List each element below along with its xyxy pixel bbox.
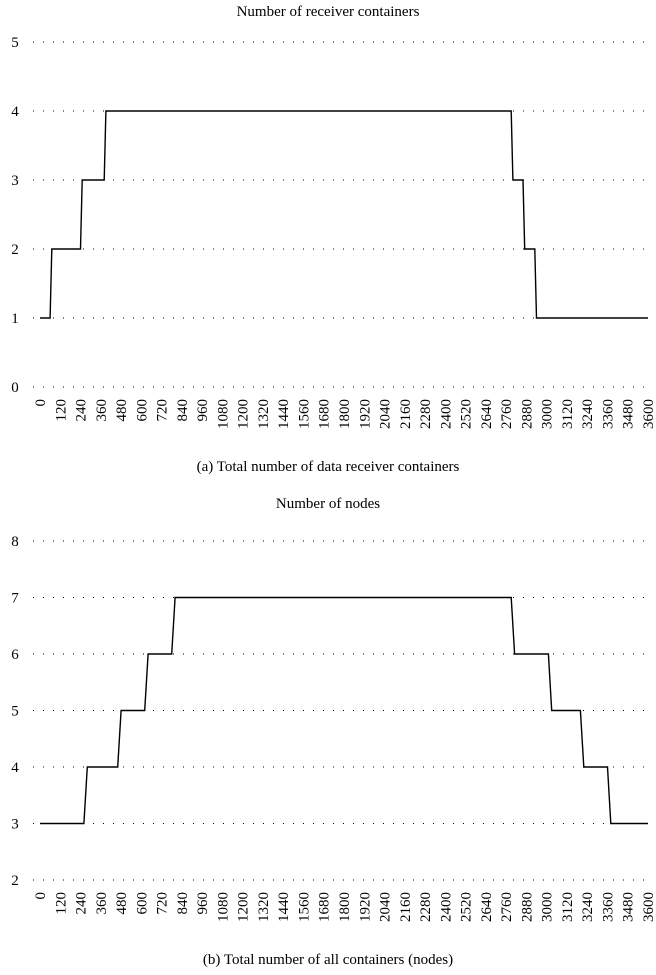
x-tick-label: 120 xyxy=(53,892,69,915)
x-tick-label: 1440 xyxy=(276,892,292,922)
y-tick-label: 4 xyxy=(11,104,19,120)
series-line xyxy=(40,110,648,319)
x-tick-label: 1800 xyxy=(337,892,353,922)
x-tick-label: 1200 xyxy=(236,399,252,429)
x-tick-label: 2520 xyxy=(459,399,475,429)
x-tick-label: 3000 xyxy=(540,399,556,429)
x-tick-label: 1320 xyxy=(256,399,272,429)
chart-caption: (b) Total number of all containers (node… xyxy=(202,952,454,968)
x-tick-label: 1680 xyxy=(317,892,333,922)
x-tick-label: 480 xyxy=(114,399,130,422)
x-tick-label: 840 xyxy=(175,892,191,915)
y-tick-label: 5 xyxy=(11,704,19,720)
x-tick-label: 2400 xyxy=(438,892,454,922)
y-tick-label: 5 xyxy=(11,35,19,51)
y-tick-label: 1 xyxy=(11,311,19,327)
x-tick-label: 960 xyxy=(195,892,211,915)
y-tick-label: 2 xyxy=(11,242,19,258)
x-tick-label: 3360 xyxy=(600,892,616,922)
x-tick-label: 2400 xyxy=(438,399,454,429)
x-tick-label: 3000 xyxy=(540,892,556,922)
x-tick-label: 1920 xyxy=(357,892,373,922)
series-line xyxy=(40,596,648,825)
y-tick-label: 7 xyxy=(11,591,19,607)
chart-caption: (a) Total number of data receiver contai… xyxy=(196,459,460,475)
x-tick-label: 0 xyxy=(33,892,49,900)
x-tick-label: 600 xyxy=(134,399,150,422)
x-tick-label: 2640 xyxy=(479,399,495,429)
x-tick-label: 3480 xyxy=(621,892,637,922)
y-tick-label: 3 xyxy=(11,817,19,833)
y-tick-label: 0 xyxy=(11,380,19,396)
x-tick-label: 2280 xyxy=(418,399,434,429)
x-tick-label: 1200 xyxy=(236,892,252,922)
x-tick-label: 2280 xyxy=(418,892,434,922)
chart-title: Number of receiver containers xyxy=(236,4,420,20)
y-tick-label: 6 xyxy=(11,647,19,663)
x-tick-label: 480 xyxy=(114,892,130,915)
x-tick-label: 120 xyxy=(53,399,69,422)
x-tick-label: 2880 xyxy=(519,892,535,922)
x-tick-label: 3240 xyxy=(580,892,596,922)
x-tick-label: 2040 xyxy=(378,399,394,429)
chart-panel-receivers: 0 1 2 3 4 5 0 120 240 360 480 600 720 840 960 1080 1200 1… xyxy=(11,4,656,475)
x-tick-label: 3480 xyxy=(621,399,637,429)
x-tick-label: 3240 xyxy=(580,399,596,429)
x-tick-label: 720 xyxy=(155,892,171,915)
x-tick-label: 2520 xyxy=(459,892,475,922)
x-tick-label: 360 xyxy=(94,892,110,915)
x-tick-label: 1920 xyxy=(357,399,373,429)
x-tick-label: 2160 xyxy=(398,399,414,429)
x-tick-label: 960 xyxy=(195,399,211,422)
x-tick-label: 2160 xyxy=(398,892,414,922)
y-tick-label: 8 xyxy=(11,534,19,550)
x-tick-label: 1080 xyxy=(215,892,231,922)
x-tick-label: 1560 xyxy=(296,399,312,429)
x-tick-label: 1080 xyxy=(215,399,231,429)
chart-title: Number of nodes xyxy=(275,496,381,512)
x-tick-label: 840 xyxy=(175,399,191,422)
x-tick-label: 1440 xyxy=(276,399,292,429)
nodes-plot: 2 3 4 5 6 7 8 0 120 240 360 480 600 720 840 960 1080 1200… xyxy=(11,534,656,922)
x-tick-label: 3120 xyxy=(560,892,576,922)
x-tick-label: 2880 xyxy=(519,399,535,429)
x-tick-label: 2040 xyxy=(378,892,394,922)
x-tick-label: 3600 xyxy=(641,892,656,922)
y-tick-label: 3 xyxy=(11,173,19,189)
x-tick-label: 360 xyxy=(94,399,110,422)
x-tick-label: 3600 xyxy=(641,399,656,429)
x-tick-label: 1800 xyxy=(337,399,353,429)
chart-panel-nodes: 2 3 4 5 6 7 8 0 120 240 360 480 600 720 840 960 1080 1200… xyxy=(0,490,656,975)
y-tick-label: 2 xyxy=(11,873,19,889)
x-tick-label: 240 xyxy=(74,399,90,422)
x-tick-label: 1320 xyxy=(256,892,272,922)
x-tick-label: 720 xyxy=(155,399,171,422)
x-tick-label: 0 xyxy=(33,399,49,407)
x-tick-label: 3120 xyxy=(560,399,576,429)
y-tick-label: 4 xyxy=(11,760,19,776)
x-tick-label: 3360 xyxy=(600,399,616,429)
x-tick-label: 1560 xyxy=(296,892,312,922)
x-tick-label: 1680 xyxy=(317,399,333,429)
x-tick-label: 2760 xyxy=(499,399,515,429)
x-tick-label: 240 xyxy=(74,892,90,915)
x-tick-label: 2640 xyxy=(479,892,495,922)
x-tick-label: 2760 xyxy=(499,892,515,922)
x-tick-label: 600 xyxy=(134,892,150,915)
